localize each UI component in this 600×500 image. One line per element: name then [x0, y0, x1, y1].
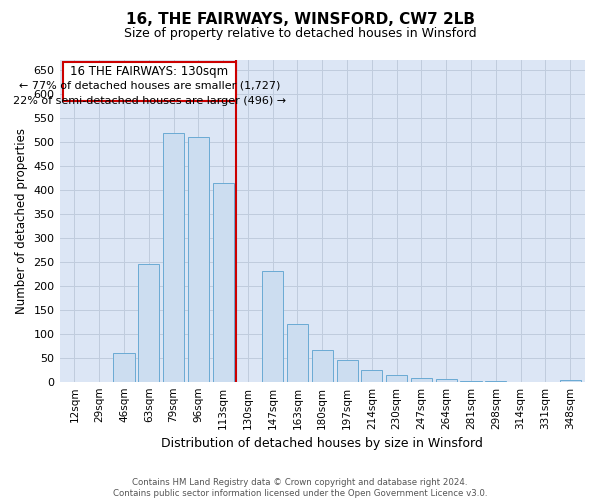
- Bar: [361, 370, 382, 382]
- Text: Contains HM Land Registry data © Crown copyright and database right 2024.
Contai: Contains HM Land Registry data © Crown c…: [113, 478, 487, 498]
- Bar: [460, 380, 482, 382]
- Text: ← 77% of detached houses are smaller (1,727): ← 77% of detached houses are smaller (1,…: [19, 81, 280, 91]
- Bar: [436, 380, 457, 382]
- Bar: [287, 324, 308, 382]
- Text: 16 THE FAIRWAYS: 130sqm: 16 THE FAIRWAYS: 130sqm: [70, 65, 229, 78]
- Y-axis label: Number of detached properties: Number of detached properties: [15, 128, 28, 314]
- Text: Size of property relative to detached houses in Winsford: Size of property relative to detached ho…: [124, 28, 476, 40]
- Bar: [113, 353, 134, 382]
- Bar: [411, 378, 432, 382]
- Text: 16, THE FAIRWAYS, WINSFORD, CW7 2LB: 16, THE FAIRWAYS, WINSFORD, CW7 2LB: [125, 12, 475, 28]
- X-axis label: Distribution of detached houses by size in Winsford: Distribution of detached houses by size …: [161, 437, 483, 450]
- Text: 22% of semi-detached houses are larger (496) →: 22% of semi-detached houses are larger (…: [13, 96, 286, 106]
- Bar: [386, 376, 407, 382]
- Bar: [163, 133, 184, 382]
- Bar: [138, 264, 160, 382]
- Bar: [337, 360, 358, 382]
- Bar: [212, 184, 233, 382]
- Bar: [312, 350, 333, 382]
- Bar: [262, 272, 283, 382]
- Bar: [560, 380, 581, 382]
- Bar: [188, 137, 209, 382]
